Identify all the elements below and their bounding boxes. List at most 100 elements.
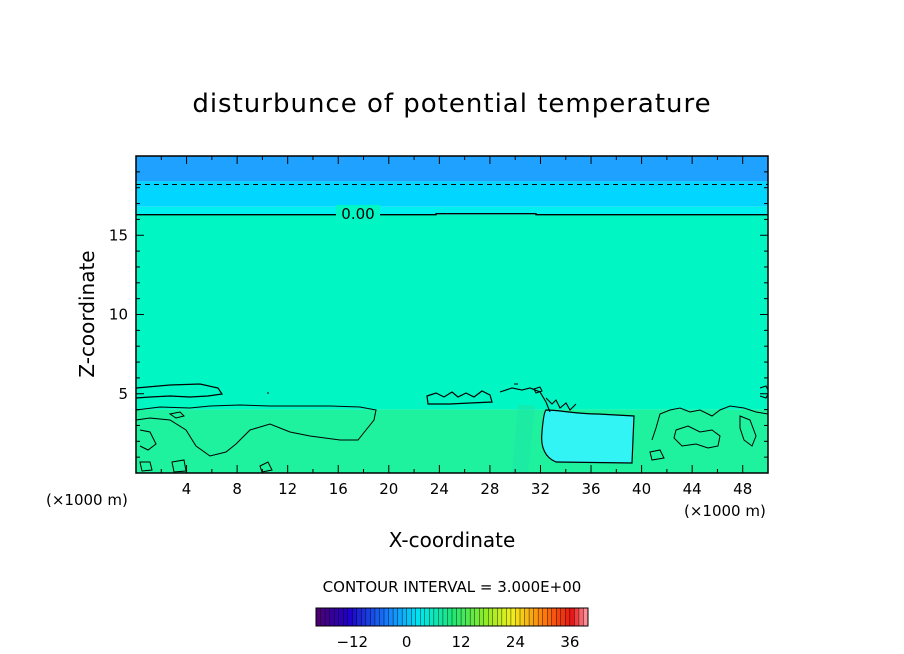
x-units-left: (×1000 m) <box>46 491 128 509</box>
colorbar-cell <box>361 607 367 627</box>
contour-left-loop-2 <box>168 411 185 419</box>
contour-left-loop-1 <box>139 429 157 451</box>
colorbar-cell <box>374 607 380 627</box>
colorbar-cell <box>315 607 322 627</box>
band-0 <box>136 156 768 182</box>
colorbar-frame <box>315 607 589 627</box>
band-1 <box>136 181 768 207</box>
zero-contour <box>136 212 768 216</box>
contour-small-loop <box>533 386 543 394</box>
colorbar-cell <box>460 607 467 627</box>
colorbar-cell <box>356 607 362 627</box>
colorbar-cell <box>542 607 548 627</box>
colorbar-cell <box>515 607 521 627</box>
colorbar-cell <box>501 607 507 627</box>
contour-left-loop-5 <box>259 461 273 473</box>
band-2 <box>136 206 768 215</box>
colorbar-cell <box>447 607 453 627</box>
cold-region-contour <box>541 409 635 464</box>
colorbar-cell <box>565 607 571 627</box>
x-tick-label: 4 <box>182 480 192 498</box>
colorbar-cell <box>483 607 489 627</box>
contour-left-upper <box>136 383 224 399</box>
colorbar-cell <box>420 607 426 627</box>
colorbar-tick-label: 36 <box>560 633 579 651</box>
colorbar-cell <box>578 607 584 627</box>
colorbar-cell <box>556 607 562 627</box>
y-axis-label: Z-coordinate <box>75 250 99 377</box>
x-units-right: (×1000 m) <box>684 502 766 520</box>
x-tick-label: 16 <box>329 480 348 498</box>
plot-area <box>136 156 768 473</box>
colorbar-cell <box>510 607 516 627</box>
colorbar-cell <box>338 607 344 627</box>
colorbar-cell <box>424 607 430 627</box>
colorbar-cell <box>401 607 408 627</box>
colorbar-cell <box>333 607 340 627</box>
contour-right-lower <box>651 405 768 449</box>
x-axis-label: X-coordinate <box>389 528 516 552</box>
x-tick-label: 40 <box>632 480 651 498</box>
colorbar-cell <box>456 607 462 627</box>
colorbar-cell <box>465 607 471 627</box>
colorbar-cell <box>492 607 498 627</box>
colorbar-tick-label: 12 <box>452 633 471 651</box>
contour-center-upper <box>426 390 493 405</box>
colorbar-cell <box>383 607 390 627</box>
x-tick-label: 44 <box>683 480 702 498</box>
band-4 <box>136 409 768 473</box>
colorbar-cell <box>379 607 385 627</box>
band-3 <box>136 214 768 410</box>
colorbar-cell <box>551 607 557 627</box>
contour-right-loop <box>649 449 665 461</box>
colorbar-cell <box>406 607 412 627</box>
colorbar-cell <box>324 607 331 627</box>
colorbar-cell <box>547 607 553 627</box>
colorbar-cell <box>519 607 526 627</box>
colorbar-cell <box>442 607 448 627</box>
colorbar-cell <box>429 607 435 627</box>
contour-center-right <box>499 387 577 413</box>
contour-right-loop-2 <box>739 415 757 447</box>
contour-left-loop-3 <box>139 461 153 472</box>
colorbar-cell <box>524 607 530 627</box>
colorbar-cell <box>474 607 480 627</box>
colorbar-cell <box>528 607 535 627</box>
colorbar-cell <box>497 607 503 627</box>
colorbar <box>315 607 589 627</box>
x-tick-label: 48 <box>733 480 752 498</box>
colorbar-cell <box>397 607 403 627</box>
colorbar-cell <box>506 607 512 627</box>
contour-left-loop-4 <box>171 459 187 473</box>
colorbar-tick-label: 0 <box>402 633 412 651</box>
colorbar-cell <box>537 607 544 627</box>
colorbar-cell <box>320 607 326 627</box>
y-tick-label: 10 <box>109 306 128 324</box>
colorbar-cell <box>343 607 349 627</box>
colorbar-cell <box>479 607 485 627</box>
colorbar-cell <box>415 607 421 627</box>
x-tick-label: 28 <box>480 480 499 498</box>
x-tick-label: 36 <box>581 480 600 498</box>
x-tick-label: 20 <box>379 480 398 498</box>
colorbar-cell <box>560 607 566 627</box>
x-tick-label: 24 <box>430 480 449 498</box>
chart-title: disturbunce of potential temperature <box>192 89 711 119</box>
colorbar-cell <box>438 607 444 627</box>
colorbar-cell <box>433 607 439 627</box>
colorbar-tick-label: −12 <box>336 633 368 651</box>
colorbar-cell <box>574 607 580 627</box>
contour-left-lower <box>136 404 377 457</box>
colorbar-cell <box>392 607 399 627</box>
contour-interval-text: CONTOUR INTERVAL = 3.000E+00 <box>323 578 582 596</box>
x-tick-label: 8 <box>232 480 242 498</box>
colorbar-cell <box>370 607 376 627</box>
x-tick-label: 12 <box>278 480 297 498</box>
colorbar-cell <box>329 607 335 627</box>
colorbar-cell <box>451 607 458 627</box>
colorbar-cell <box>347 607 353 627</box>
colorbar-cell <box>411 607 417 627</box>
x-tick-label: 32 <box>531 480 550 498</box>
contour-label-background <box>336 205 380 223</box>
colorbar-cell <box>533 607 539 627</box>
